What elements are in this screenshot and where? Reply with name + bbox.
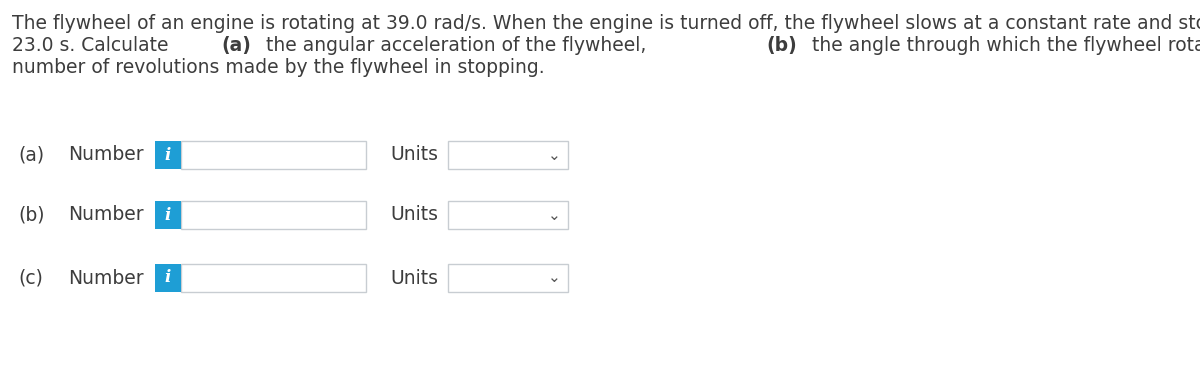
Text: (b): (b) [18,206,44,225]
Text: the angular acceleration of the flywheel,: the angular acceleration of the flywheel… [260,36,653,55]
Text: number of revolutions made by the flywheel in stopping.: number of revolutions made by the flywhe… [12,58,545,77]
Text: (a): (a) [18,146,44,164]
FancyBboxPatch shape [155,141,181,169]
Text: The flywheel of an engine is rotating at 39.0 rad/s. When the engine is turned o: The flywheel of an engine is rotating at… [12,14,1200,33]
Text: Units: Units [390,146,438,164]
Text: Number: Number [68,146,144,164]
Text: 23.0 s. Calculate: 23.0 s. Calculate [12,36,174,55]
Text: i: i [164,147,172,164]
Text: ⌄: ⌄ [547,208,560,223]
Text: (c): (c) [18,268,43,288]
Text: Number: Number [68,268,144,288]
Text: Units: Units [390,268,438,288]
Text: the angle through which the flywheel rotates in stopping, and: the angle through which the flywheel rot… [806,36,1200,55]
Text: i: i [164,206,172,223]
Text: Number: Number [68,206,144,225]
Text: Units: Units [390,206,438,225]
Text: ⌄: ⌄ [547,147,560,163]
FancyBboxPatch shape [155,264,181,292]
FancyBboxPatch shape [181,141,366,169]
FancyBboxPatch shape [448,201,568,229]
FancyBboxPatch shape [448,264,568,292]
Text: (a): (a) [222,36,252,55]
FancyBboxPatch shape [155,201,181,229]
Text: (b): (b) [767,36,797,55]
Text: i: i [164,270,172,287]
FancyBboxPatch shape [448,141,568,169]
FancyBboxPatch shape [181,264,366,292]
Text: ⌄: ⌄ [547,271,560,285]
FancyBboxPatch shape [181,201,366,229]
